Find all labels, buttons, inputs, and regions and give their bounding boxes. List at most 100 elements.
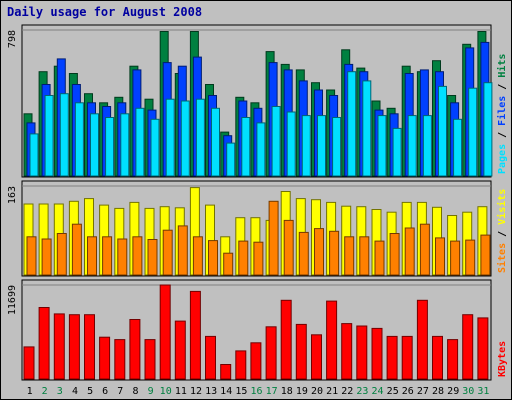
x-tick-label: 7 xyxy=(117,386,123,397)
bar-kbytes-3 xyxy=(53,313,65,380)
bar-sites-20 xyxy=(314,228,324,276)
bar-sites-23 xyxy=(359,236,370,276)
x-tick-label: 1 xyxy=(27,386,33,397)
x-tick-label: 10 xyxy=(160,386,172,397)
bar-pages-25 xyxy=(392,127,402,177)
bar-sites-6 xyxy=(102,236,113,276)
bar-sites-29 xyxy=(450,240,461,276)
bar-pages-29 xyxy=(453,118,463,177)
bar-kbytes-24 xyxy=(371,327,383,380)
x-tick-label: 8 xyxy=(132,386,138,397)
x-tick-label: 19 xyxy=(296,386,308,397)
panel-requests: 798 Pages / Files / Hits xyxy=(7,24,508,178)
bar-kbytes-6 xyxy=(99,336,111,380)
legend-segment: Visits xyxy=(496,189,508,225)
y-max-label-requests: 798 xyxy=(7,30,18,48)
x-tick-label: 30 xyxy=(462,386,474,397)
x-tick-label: 18 xyxy=(281,386,293,397)
x-tick-label: 26 xyxy=(402,386,414,397)
bar-kbytes-8 xyxy=(129,319,141,380)
bar-sites-11 xyxy=(177,225,188,276)
bar-pages-23 xyxy=(362,80,372,177)
x-tick-label: 3 xyxy=(57,386,63,397)
bar-kbytes-16 xyxy=(250,342,262,380)
x-tick-label: 22 xyxy=(341,386,353,397)
bar-pages-20 xyxy=(317,115,326,177)
x-tick-label: 27 xyxy=(417,386,429,397)
x-tick-label: 17 xyxy=(266,386,278,397)
bar-kbytes-28 xyxy=(432,335,443,380)
bar-kbytes-14 xyxy=(220,364,232,380)
bar-pages-5 xyxy=(90,113,99,177)
bar-kbytes-30 xyxy=(462,314,474,380)
bar-sites-26 xyxy=(404,227,415,276)
bar-pages-13 xyxy=(211,107,220,177)
bar-sites-7 xyxy=(117,238,128,276)
bar-pages-4 xyxy=(74,102,84,177)
bar-sites-17 xyxy=(268,200,279,276)
x-tick-label: 12 xyxy=(190,386,202,397)
legend-visits: Sites / Visits xyxy=(496,189,508,273)
bar-pages-2 xyxy=(44,95,54,177)
bar-sites-31 xyxy=(480,234,491,276)
bar-kbytes-22 xyxy=(341,323,353,380)
bar-kbytes-27 xyxy=(416,299,428,380)
x-tick-label: 31 xyxy=(477,386,489,397)
x-tick-label: 24 xyxy=(371,386,383,397)
bar-pages-26 xyxy=(407,115,417,177)
bar-pages-19 xyxy=(301,115,311,177)
bar-sites-18 xyxy=(283,219,294,276)
bar-kbytes-29 xyxy=(447,339,459,380)
legend-segment: / xyxy=(497,126,508,144)
bar-pages-31 xyxy=(483,82,493,177)
legend-segment: Pages xyxy=(497,144,508,174)
bar-pages-28 xyxy=(438,85,447,177)
bar-pages-12 xyxy=(195,98,205,177)
bar-kbytes-9 xyxy=(144,339,156,380)
bar-kbytes-5 xyxy=(84,314,95,380)
bar-sites-5 xyxy=(87,236,97,276)
x-tick-label: 16 xyxy=(250,386,262,397)
bar-sites-30 xyxy=(465,239,476,276)
x-tick-label: 9 xyxy=(148,386,154,397)
bar-pages-21 xyxy=(332,117,342,177)
bar-pages-30 xyxy=(468,87,478,177)
legend-segment: / xyxy=(497,78,508,96)
x-tick-label: 28 xyxy=(432,386,444,397)
bar-kbytes-20 xyxy=(311,334,322,380)
legend-segment: / xyxy=(497,225,508,243)
y-max-label-kbytes: 11699 xyxy=(7,285,18,315)
bar-pages-11 xyxy=(180,100,190,177)
bar-pages-16 xyxy=(256,122,266,177)
x-tick-label: 29 xyxy=(447,386,459,397)
bar-kbytes-15 xyxy=(235,350,247,380)
bar-sites-24 xyxy=(374,240,385,276)
x-tick-label: 11 xyxy=(175,386,187,397)
x-tick-label: 20 xyxy=(311,386,323,397)
bar-kbytes-17 xyxy=(265,326,277,380)
x-tick-label: 2 xyxy=(42,386,48,397)
bar-sites-27 xyxy=(419,223,430,276)
bar-kbytes-7 xyxy=(114,339,126,380)
x-tick-label: 5 xyxy=(87,386,93,397)
x-tick-label: 14 xyxy=(220,386,232,397)
bar-kbytes-31 xyxy=(477,317,489,380)
chart-title: Daily usage for August 2008 xyxy=(7,5,202,19)
x-tick-label: 13 xyxy=(205,386,217,397)
bar-kbytes-4 xyxy=(68,314,80,380)
bar-pages-22 xyxy=(347,71,357,177)
bar-sites-4 xyxy=(71,223,82,276)
bar-sites-9 xyxy=(147,239,158,276)
panel-kbytes: 11699 KBytes xyxy=(7,279,508,381)
x-tick-label: 21 xyxy=(326,386,338,397)
bar-sites-2 xyxy=(41,238,52,276)
bar-sites-1 xyxy=(26,236,37,276)
bar-pages-14 xyxy=(226,142,236,177)
bar-sites-21 xyxy=(329,230,340,276)
panel-visits: 163 Sites / Visits xyxy=(7,180,508,277)
bar-pages-7 xyxy=(120,113,130,177)
bar-pages-27 xyxy=(422,115,432,177)
bar-pages-18 xyxy=(286,111,296,177)
